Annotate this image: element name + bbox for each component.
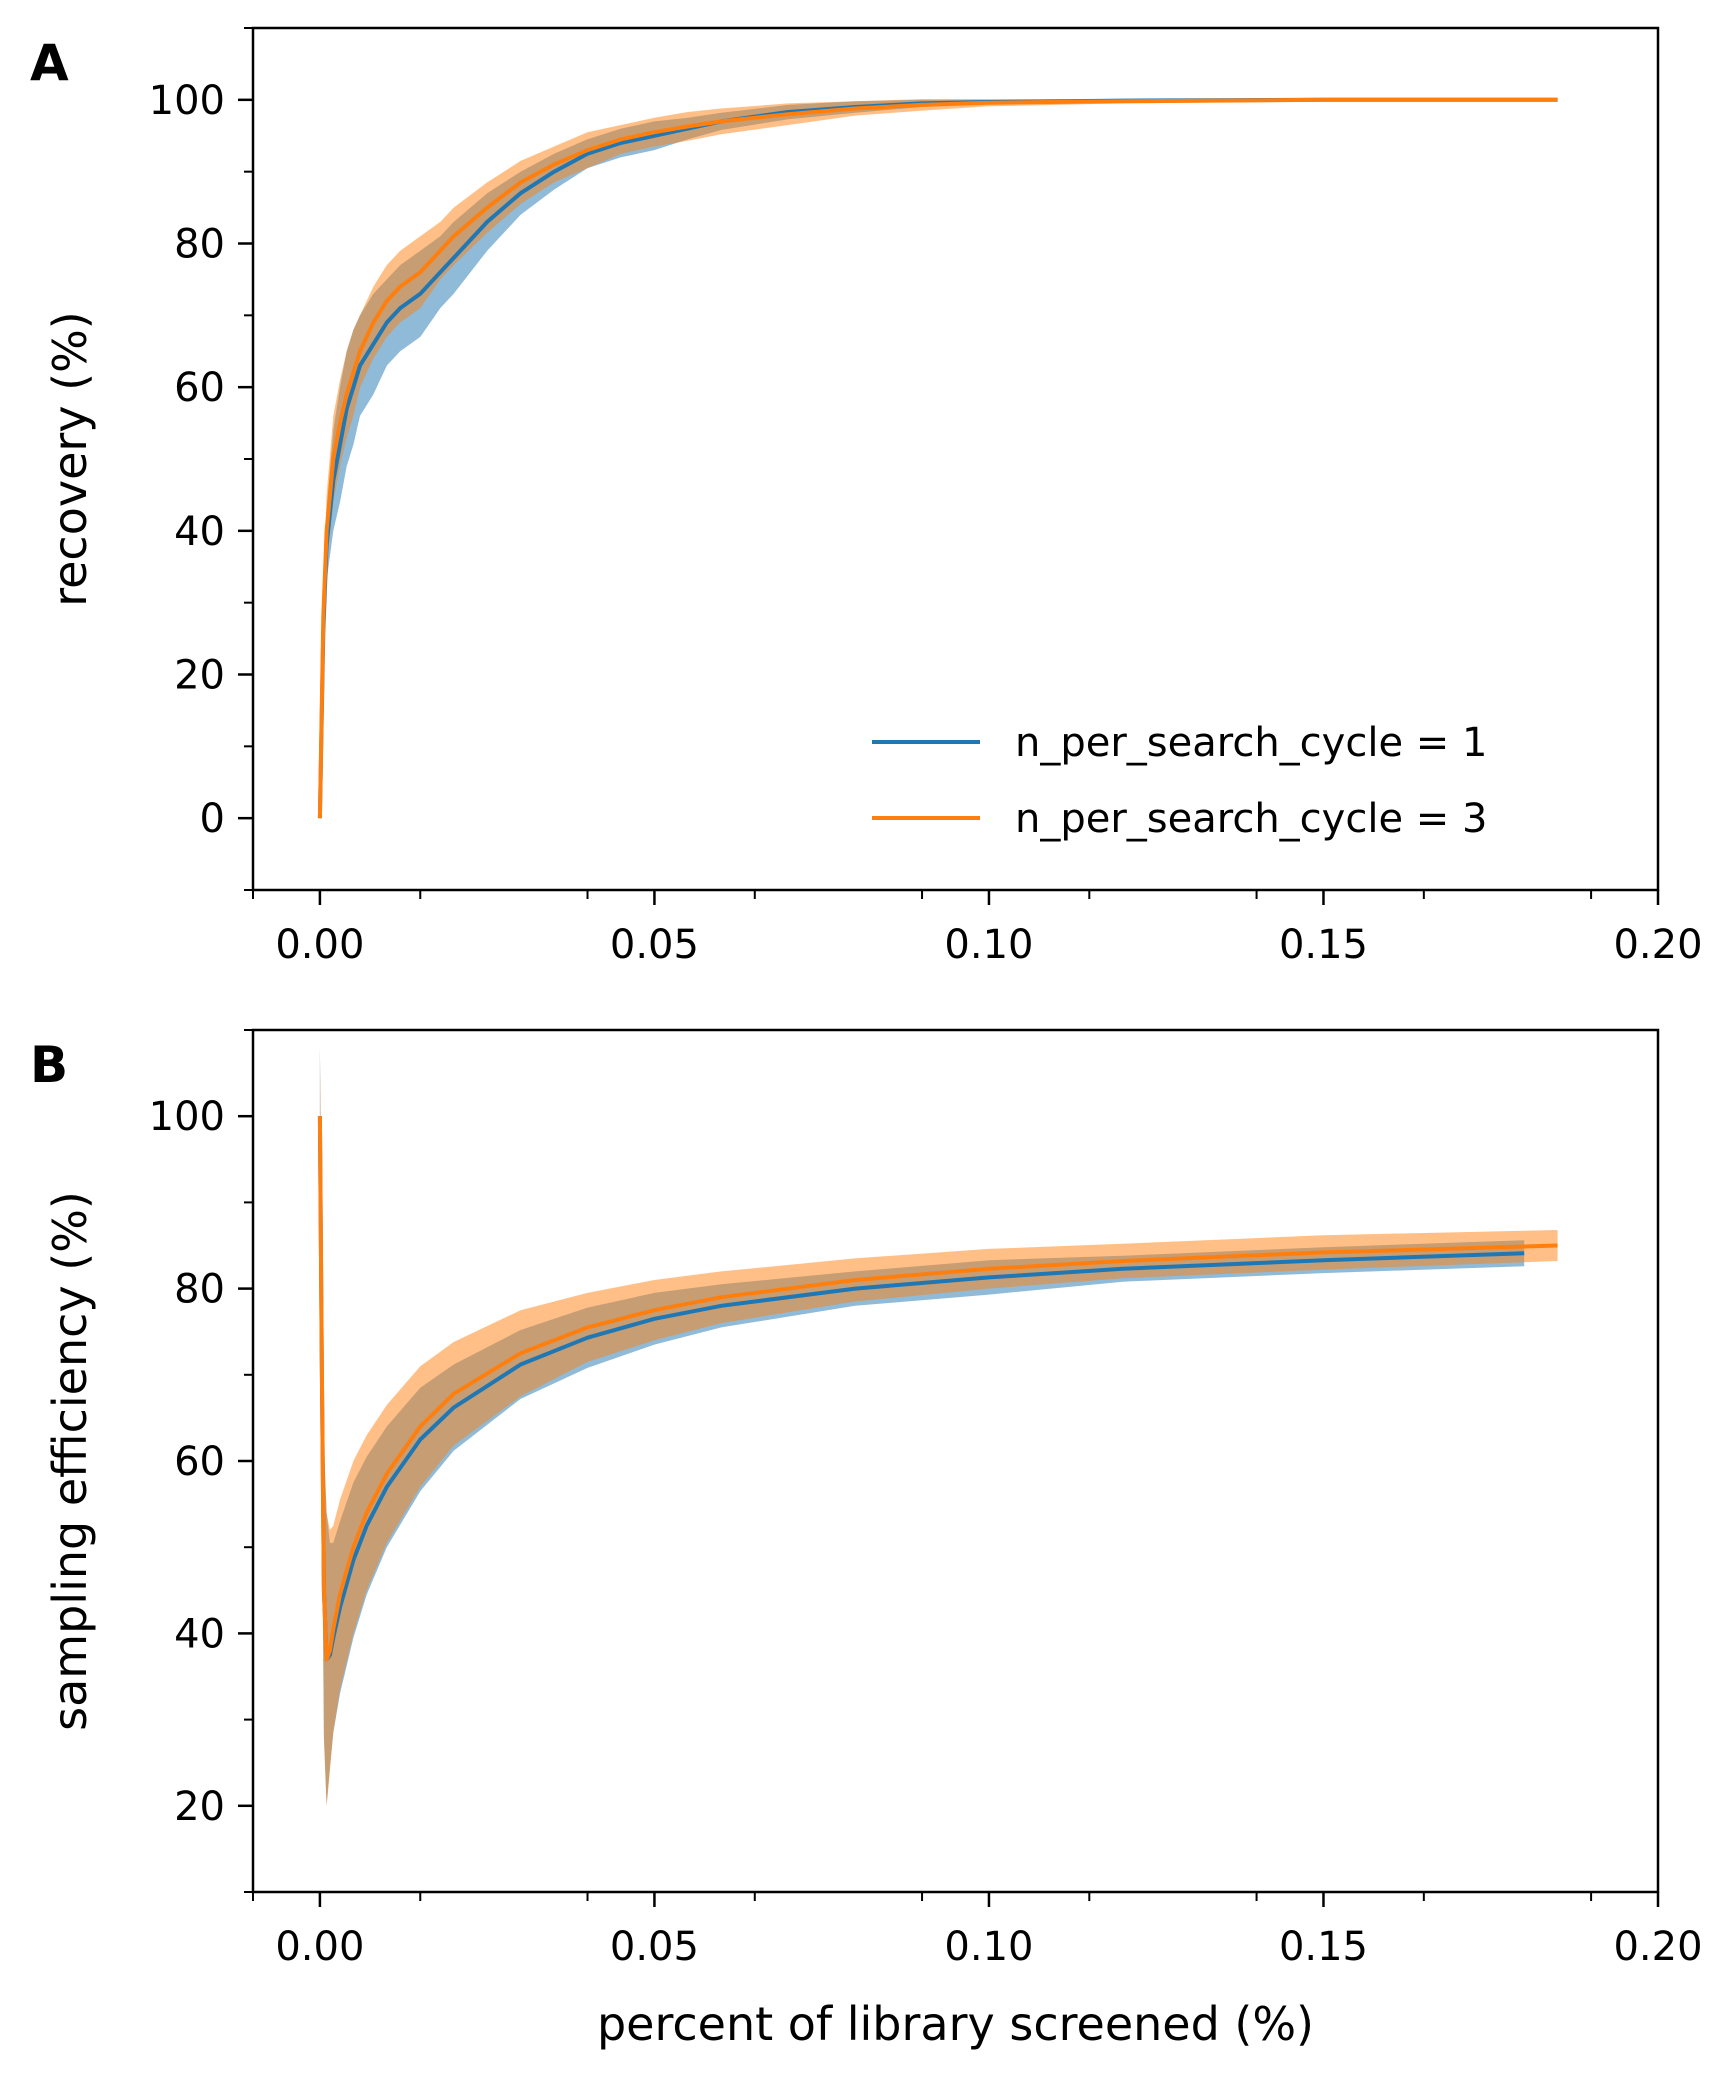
y-tick-label: 40 xyxy=(174,509,225,555)
plot-area xyxy=(317,1047,1558,1806)
legend-label-1: n_per_search_cycle = 1 xyxy=(1015,720,1487,766)
y-tick-label: 100 xyxy=(149,1094,225,1140)
x-tick-label: 0.15 xyxy=(1279,922,1368,968)
panel-b: 0.00 0.05 0.10 0.15 0.20 20 40 60 80 100 sampling … xyxy=(30,1028,1703,2051)
y-tick-label: 80 xyxy=(174,1267,225,1313)
x-tick-label: 0.20 xyxy=(1613,922,1702,968)
y-tick-label: 0 xyxy=(200,796,225,842)
legend-label-2: n_per_search_cycle = 3 xyxy=(1015,796,1487,842)
series-line-2 xyxy=(317,1116,1558,1662)
confidence-band-series-1 xyxy=(319,1047,1525,1806)
series-line-2 xyxy=(317,97,1558,819)
x-tick-label: 0.00 xyxy=(275,1924,364,1970)
x-tick-label: 0.10 xyxy=(944,1924,1033,1970)
x-tick-label: 0.10 xyxy=(944,922,1033,968)
y-tick-label: 40 xyxy=(174,1611,225,1657)
x-tick-label: 0.15 xyxy=(1279,1924,1368,1970)
x-tick-label: 0.20 xyxy=(1613,1924,1702,1970)
y-tick-label: 100 xyxy=(149,78,225,124)
series-line-1 xyxy=(317,97,1558,819)
x-tick-label: 0.05 xyxy=(610,1924,699,1970)
panel-a: 0.00 0.05 0.10 0.15 0.20 0 20 40 60 80 100 recovery… xyxy=(30,26,1703,968)
y-tick-label: 60 xyxy=(174,365,225,411)
x-axis-label: percent of library screened (%) xyxy=(597,1997,1314,2051)
y-tick-label: 20 xyxy=(174,653,225,699)
x-tick-label: 0.05 xyxy=(610,922,699,968)
y-tick-label: 20 xyxy=(174,1784,225,1830)
confidence-band-series-2 xyxy=(319,1047,1558,1806)
y-tick-label: 80 xyxy=(174,222,225,268)
panel-label: B xyxy=(30,1036,68,1094)
axes-frame xyxy=(251,1028,1660,1894)
x-tick-label: 0.00 xyxy=(275,922,364,968)
plot-area xyxy=(317,97,1558,819)
y-axis-label: sampling efficiency (%) xyxy=(43,1191,97,1731)
y-axis-label: recovery (%) xyxy=(43,311,97,607)
y-tick-label: 60 xyxy=(174,1439,225,1485)
panel-label: A xyxy=(30,34,69,92)
